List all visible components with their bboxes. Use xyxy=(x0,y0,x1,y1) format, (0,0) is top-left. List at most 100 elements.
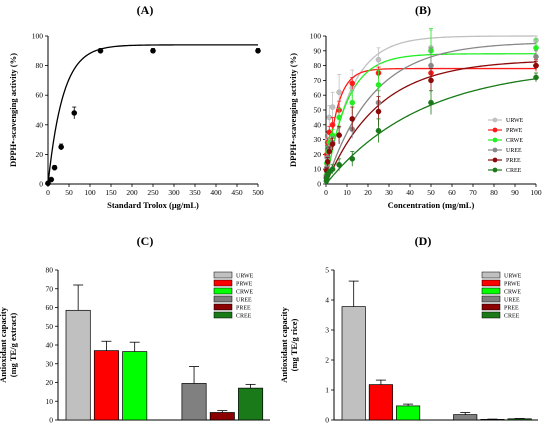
panel-a-point xyxy=(51,164,58,171)
panel-b-x-tick-label: 10 xyxy=(343,188,351,197)
legend-label-cree: CREE xyxy=(236,313,252,319)
panel-d-bar-prwe xyxy=(368,384,393,421)
panel-b-point-pree xyxy=(375,108,382,115)
panel-a-x-tick-label: 400 xyxy=(210,188,222,197)
panel-b-point-cree xyxy=(329,166,336,172)
panel-b-point-cree xyxy=(375,127,382,134)
panel-b-x-tick-label: 50 xyxy=(427,188,435,197)
panel-b-y-tick-label: 100 xyxy=(310,32,322,41)
panel-b-x-tick-label: 80 xyxy=(490,188,498,197)
legend-label-cree: CREE xyxy=(506,168,522,174)
panel-b-y-tick-label: 70 xyxy=(314,76,322,85)
panel-d-y-tick-label: 2 xyxy=(325,356,329,365)
legend-swatch-cree xyxy=(481,311,501,319)
panel-a-x-tick-label: 350 xyxy=(189,188,201,197)
panel-d-y-tick-label: 0 xyxy=(325,416,329,425)
panel-b-point-urwe xyxy=(375,56,382,63)
panel-label-a: (A) xyxy=(137,3,154,17)
panel-b-y-tick-label: 90 xyxy=(314,46,322,55)
panel-b-x-tick-label: 100 xyxy=(530,188,542,197)
panel-b-y-tick-label: 40 xyxy=(314,120,322,129)
panel-b-point-uree xyxy=(428,62,434,69)
legend-swatch-urwe xyxy=(213,271,233,279)
panel-c-y-tick-label: 10 xyxy=(46,397,54,406)
panel-a-fit-curve xyxy=(47,44,258,185)
panel-b-y-tick-label: 0 xyxy=(317,180,321,189)
legend-swatch-prwe xyxy=(213,279,233,287)
legend-marker-prwe xyxy=(492,127,498,133)
legend-label-urwe: URWE xyxy=(506,118,524,124)
panel-d-bar-crwe xyxy=(396,405,421,421)
panel-a-y-tick-label: 20 xyxy=(36,150,44,159)
panel-a-x-tick-label: 450 xyxy=(231,188,243,197)
legend-label-uree: UREE xyxy=(504,297,520,303)
panel-a-x-tick-label: 300 xyxy=(168,188,180,197)
panel-b-point-cree xyxy=(336,161,342,168)
panel-a-point xyxy=(150,48,156,54)
panel-a-point xyxy=(71,110,78,116)
panel-b-point-urwe xyxy=(336,89,342,96)
panel-a-y-tick-label: 80 xyxy=(36,61,44,70)
panel-c-bar-cree xyxy=(238,387,264,421)
panel-a-x-tick-label: 0 xyxy=(46,188,50,197)
panel-b-point-uree xyxy=(533,53,539,60)
panel-c-y-tick-label: 50 xyxy=(46,322,54,331)
panel-c-y-tick-label: 0 xyxy=(49,416,53,425)
panel-a-x-axis-label: Standard Trolox (μg/mL) xyxy=(107,200,199,210)
panel-b-point-prwe xyxy=(349,80,356,87)
panel-b-x-axis-label: Concentration (mg/mL) xyxy=(388,200,475,210)
panel-b-x-tick-label: 60 xyxy=(448,188,456,197)
legend-label-pree: PREE xyxy=(236,305,251,311)
panel-b-y-tick-label: 20 xyxy=(314,150,322,159)
legend-swatch-pree xyxy=(213,303,233,311)
panel-b-y-tick-label: 80 xyxy=(314,61,322,70)
panel-b-point-pree xyxy=(324,158,331,165)
panel-a-x-tick-label: 250 xyxy=(147,188,159,197)
legend-label-crwe: CRWE xyxy=(504,289,521,295)
panel-a-y-tick-label: 60 xyxy=(36,91,44,100)
legend-label-uree: UREE xyxy=(506,148,522,154)
panel-d-bar-urwe xyxy=(341,306,366,421)
legend-label-crwe: CRWE xyxy=(236,289,253,295)
panel-b-point-pree xyxy=(533,62,539,69)
legend-marker-uree xyxy=(492,147,498,153)
panel-a-y-tick-label: 0 xyxy=(39,180,43,189)
legend-swatch-crwe xyxy=(213,287,233,295)
legend-swatch-uree xyxy=(481,295,501,303)
legend-swatch-crwe xyxy=(481,287,501,295)
legend-swatch-cree xyxy=(213,311,233,319)
panel-a-point xyxy=(48,176,55,183)
chart-panel-c: 0 10 20 30 40 50 60 70 80 Antioxidant capacity(mg… xyxy=(0,266,270,425)
panel-a-x-tick-label: 500 xyxy=(252,188,264,197)
legend-swatch-urwe xyxy=(481,271,501,279)
panel-d-y-tick-label: 1 xyxy=(325,386,329,395)
panel-a-y-tick-label: 40 xyxy=(36,120,44,129)
panel-c-bar-urwe xyxy=(65,309,91,421)
panel-b-point-crwe xyxy=(375,82,382,88)
legend-marker-cree xyxy=(492,167,498,173)
legend-label-pree: PREE xyxy=(506,158,521,164)
legend-swatch-prwe xyxy=(481,279,501,287)
panel-b-point-crwe xyxy=(349,99,356,106)
panel-c-bar-crwe xyxy=(122,351,148,421)
panel-c-bar-uree xyxy=(181,383,207,421)
panel-a-x-tick-label: 100 xyxy=(84,188,96,197)
panel-b-y-axis-label: DPPH•-scavenging activity (%) xyxy=(288,53,298,167)
panel-c-y-tick-label: 30 xyxy=(46,359,54,368)
panel-a-point xyxy=(255,48,261,54)
panel-a-x-tick-label: 200 xyxy=(126,188,138,197)
panel-b-point-pree xyxy=(336,132,342,138)
panel-b-point-pree xyxy=(349,116,356,122)
legend-label-prwe: PRWE xyxy=(506,128,523,134)
panel-c-y-tick-label: 70 xyxy=(46,284,54,293)
panel-a-y-tick-label: 100 xyxy=(32,32,44,41)
panel-d-y-tick-label: 5 xyxy=(325,266,329,275)
panel-a-point xyxy=(97,48,104,54)
panel-b-y-tick-label: 30 xyxy=(314,135,322,144)
legend-label-cree: CREE xyxy=(504,313,520,319)
panel-b-x-tick-label: 20 xyxy=(364,188,372,197)
legend-swatch-uree xyxy=(213,295,233,303)
legend-marker-crwe xyxy=(492,137,498,143)
panel-c-bar-prwe xyxy=(93,350,119,421)
